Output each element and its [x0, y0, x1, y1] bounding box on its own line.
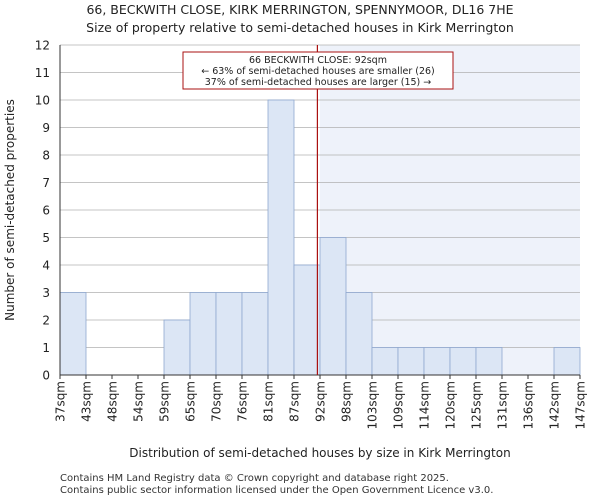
y-tick-label: 2: [42, 314, 50, 328]
x-tick-label: 81sqm: [262, 381, 276, 422]
x-tick-label: 48sqm: [106, 381, 120, 422]
x-tick-label: 54sqm: [132, 381, 146, 422]
y-tick-label: 5: [42, 231, 50, 245]
histogram-bar: [449, 347, 477, 376]
histogram-bar: [371, 347, 399, 376]
x-tick-label: 76sqm: [236, 381, 250, 422]
histogram-bar: [189, 292, 217, 376]
histogram-bar: [241, 292, 269, 376]
histogram-bar: [423, 347, 451, 376]
y-tick-label: 6: [42, 204, 50, 218]
x-tick-label: 65sqm: [184, 381, 198, 422]
x-tick-label: 98sqm: [340, 381, 354, 422]
histogram-bar: [319, 237, 347, 376]
y-tick-label: 0: [42, 369, 50, 383]
x-tick-label: 120sqm: [444, 381, 458, 429]
x-tick-label: 125sqm: [470, 381, 484, 429]
y-tick-label: 4: [42, 259, 50, 273]
x-tick-label: 92sqm: [314, 381, 328, 422]
histogram-bar: [397, 347, 425, 376]
chart-title-address: 66, BECKWITH CLOSE, KIRK MERRINGTON, SPE…: [86, 2, 514, 17]
chart-title: Size of property relative to semi-detach…: [86, 20, 514, 35]
x-tick-label: 59sqm: [158, 381, 172, 422]
y-tick-label: 10: [35, 94, 50, 108]
footer-licence: Contains public sector information licen…: [60, 485, 494, 496]
y-tick-label: 1: [42, 341, 50, 355]
x-tick-label: 147sqm: [574, 381, 588, 429]
y-tick-label: 12: [35, 39, 50, 53]
y-tick-label: 11: [35, 66, 50, 80]
histogram-bar: [267, 99, 295, 376]
x-tick-label: 136sqm: [522, 381, 536, 429]
histogram-bar: [475, 347, 503, 376]
y-tick-label: 3: [42, 286, 50, 300]
x-tick-label: 43sqm: [80, 381, 94, 422]
y-tick-label: 9: [42, 121, 50, 135]
x-tick-label: 103sqm: [366, 381, 380, 429]
x-tick-label: 70sqm: [210, 381, 224, 422]
x-tick-label: 114sqm: [418, 381, 432, 429]
x-tick-label: 37sqm: [54, 381, 68, 422]
y-axis-label: Number of semi-detached properties: [3, 99, 17, 321]
histogram-bar: [345, 292, 373, 376]
histogram-bar: [163, 319, 191, 376]
footer-copyright: Contains HM Land Registry data © Crown c…: [60, 473, 449, 484]
histogram-bar: [553, 347, 581, 376]
x-axis-label: Distribution of semi-detached houses by …: [129, 446, 510, 460]
annotation-box: [182, 51, 454, 90]
x-tick-label: 87sqm: [288, 381, 302, 422]
y-tick-label: 8: [42, 149, 50, 163]
y-tick-label: 7: [42, 176, 50, 190]
x-tick-label: 142sqm: [548, 381, 562, 429]
histogram-bar: [293, 264, 321, 376]
x-tick-label: 109sqm: [392, 381, 406, 429]
annotation-line-2: ← 63% of semi-detached houses are smalle…: [201, 66, 435, 77]
x-tick-label: 131sqm: [496, 381, 510, 429]
annotation-line-3: 37% of semi-detached houses are larger (…: [205, 77, 432, 88]
annotation-line-1: 66 BECKWITH CLOSE: 92sqm: [249, 55, 387, 66]
histogram-bar: [59, 292, 87, 376]
histogram-bar: [215, 292, 243, 376]
